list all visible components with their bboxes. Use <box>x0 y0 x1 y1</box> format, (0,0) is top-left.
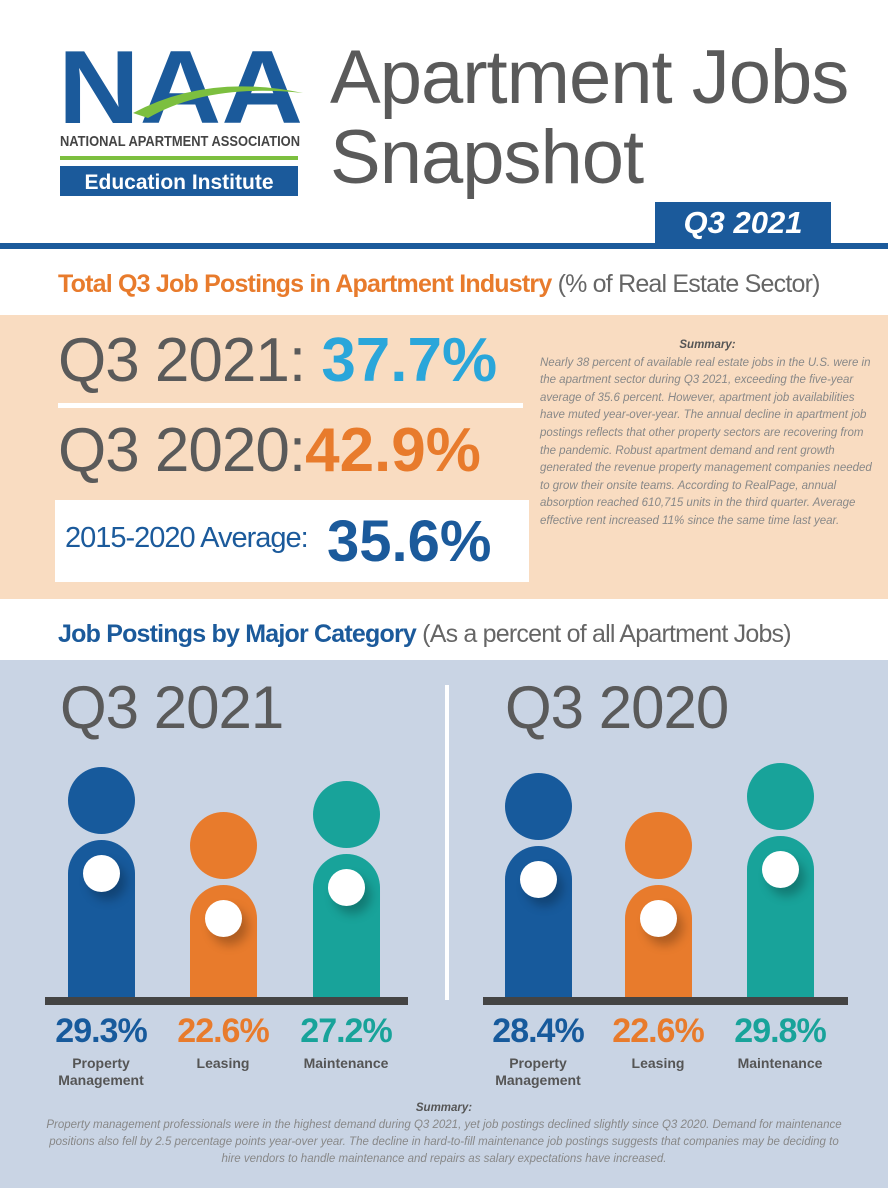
section2-heading: Job Postings by Major Category (As a per… <box>58 620 792 649</box>
category-panel <box>0 660 888 1188</box>
logo-org-text: NATIONAL APARTMENT ASSOCIATION <box>60 133 300 150</box>
average-label: 2015-2020 Average: <box>65 522 309 554</box>
figure-head-property-management <box>68 766 135 834</box>
average-value: 35.6% <box>327 509 492 574</box>
summary-title: Summary: <box>679 339 736 351</box>
figure-dot <box>328 868 365 906</box>
naa-logo: NAA NATIONAL APARTMENT ASSOCIATION Educa… <box>58 30 303 198</box>
svg-text:NAA: NAA <box>58 38 303 146</box>
section1-heading: Total Q3 Job Postings in Apartment Indus… <box>58 270 820 299</box>
q3-2021-total: Q3 2021: 37.7% <box>58 330 497 392</box>
figure-dot <box>205 899 242 937</box>
section2-heading-sub: (As a percent of all Apartment Jobs) <box>422 620 791 648</box>
figure-head-leasing <box>625 811 692 879</box>
category-label-property-management: Property Management <box>58 1055 144 1088</box>
chart-title-2020: Q3 2020 <box>505 674 729 741</box>
summary-text: Property management professionals were i… <box>46 1119 842 1165</box>
category-label-property-management: Property Management <box>495 1055 581 1088</box>
panel-divider <box>445 685 449 1000</box>
section1-heading-sub: (% of Real Estate Sector) <box>557 270 821 298</box>
section2-summary: Summary: Property management professiona… <box>40 1100 848 1168</box>
chart-baseline <box>45 997 408 1005</box>
value-label-maintenance: 27.2% <box>300 1012 392 1050</box>
q3-2021-value: 37.7% <box>321 326 498 395</box>
chart-title-2021: Q3 2021 <box>60 674 284 741</box>
section1-heading-main: Total Q3 Job Postings in Apartment Indus… <box>58 270 552 298</box>
chart-baseline <box>483 997 848 1005</box>
logo-sub-text: Education Institute <box>85 171 274 194</box>
figure-dot <box>83 854 120 892</box>
figure-head-maintenance <box>313 780 380 848</box>
category-label-leasing: Leasing <box>631 1055 685 1071</box>
summary-text: Nearly 38 percent of available real esta… <box>540 356 872 527</box>
header-rule <box>0 243 888 249</box>
value-label-property-management: 29.3% <box>55 1012 147 1050</box>
q3-2020-value: 42.9% <box>305 416 481 485</box>
q3-2020-total: Q3 2020:42.9% <box>58 420 481 482</box>
figure-dot <box>640 899 677 937</box>
value-label-maintenance: 29.8% <box>734 1012 826 1050</box>
category-label-leasing: Leasing <box>196 1055 250 1071</box>
page-title-line2: Snapshot <box>330 115 644 200</box>
category-label-maintenance: Maintenance <box>303 1055 389 1071</box>
figure-head-property-management <box>505 772 572 840</box>
figure-head-maintenance <box>747 763 814 831</box>
q3-2021-label: Q3 2021: <box>58 326 306 395</box>
value-label-leasing: 22.6% <box>177 1012 269 1050</box>
divider <box>58 403 523 408</box>
summary-title: Summary: <box>415 1102 473 1114</box>
section1-summary: Summary: Nearly 38 percent of available … <box>540 337 875 531</box>
figure-head-leasing <box>190 811 257 879</box>
category-label-maintenance: Maintenance <box>737 1055 823 1071</box>
average-box: 2015-2020 Average: 35.6% <box>55 500 529 582</box>
figure-dot <box>520 860 557 898</box>
value-label-leasing: 22.6% <box>612 1012 704 1050</box>
figure-dot <box>762 851 799 889</box>
q3-2020-label: Q3 2020: <box>58 416 306 485</box>
section2-heading-main: Job Postings by Major Category <box>58 620 417 648</box>
quarter-badge: Q3 2021 <box>655 202 831 244</box>
page-title-line1: Apartment Jobs <box>330 35 849 120</box>
value-label-property-management: 28.4% <box>492 1012 584 1050</box>
